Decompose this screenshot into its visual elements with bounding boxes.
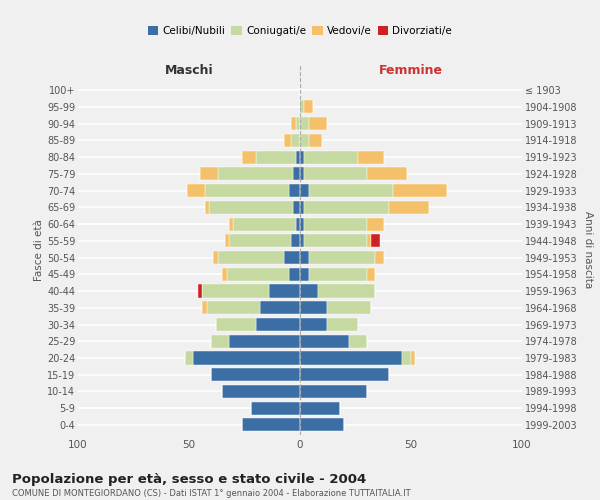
Bar: [300, 318, 326, 331]
Bar: [211, 368, 300, 382]
Bar: [300, 418, 344, 432]
Bar: [200, 168, 218, 180]
Bar: [202, 301, 207, 314]
Bar: [229, 334, 300, 348]
Bar: [224, 234, 229, 248]
Bar: [207, 301, 260, 314]
Bar: [309, 268, 367, 281]
Bar: [223, 385, 300, 398]
Bar: [284, 134, 291, 147]
Bar: [300, 168, 304, 180]
Bar: [233, 218, 296, 230]
Bar: [300, 234, 304, 248]
Bar: [300, 218, 304, 230]
Bar: [402, 352, 411, 364]
Bar: [269, 284, 300, 298]
Bar: [296, 150, 300, 164]
Bar: [242, 418, 300, 432]
Text: Femmine: Femmine: [379, 64, 443, 76]
Legend: Celibi/Nubili, Coniugati/e, Vedovi/e, Divorziati/e: Celibi/Nubili, Coniugati/e, Vedovi/e, Di…: [143, 22, 457, 40]
Bar: [309, 134, 322, 147]
Bar: [289, 268, 300, 281]
Bar: [296, 117, 300, 130]
Bar: [300, 301, 326, 314]
Bar: [304, 234, 367, 248]
Bar: [300, 334, 349, 348]
Bar: [293, 201, 300, 214]
Bar: [291, 234, 300, 248]
Bar: [304, 168, 367, 180]
Bar: [223, 268, 227, 281]
Bar: [300, 100, 304, 114]
Bar: [367, 234, 371, 248]
Bar: [242, 150, 256, 164]
Bar: [300, 134, 309, 147]
Bar: [291, 134, 300, 147]
Bar: [304, 150, 358, 164]
Bar: [349, 334, 367, 348]
Bar: [229, 234, 291, 248]
Bar: [300, 402, 340, 414]
Bar: [198, 284, 202, 298]
Bar: [256, 150, 296, 164]
Bar: [367, 168, 407, 180]
Bar: [309, 184, 393, 197]
Bar: [393, 184, 446, 197]
Bar: [227, 268, 289, 281]
Bar: [284, 251, 300, 264]
Bar: [376, 251, 385, 264]
Bar: [300, 352, 402, 364]
Bar: [187, 184, 205, 197]
Text: Popolazione per età, sesso e stato civile - 2004: Popolazione per età, sesso e stato civil…: [12, 472, 366, 486]
Bar: [318, 284, 376, 298]
Text: COMUNE DI MONTEGIORDANO (CS) - Dati ISTAT 1° gennaio 2004 - Elaborazione TUTTAIT: COMUNE DI MONTEGIORDANO (CS) - Dati ISTA…: [12, 489, 410, 498]
Bar: [256, 318, 300, 331]
Bar: [211, 334, 229, 348]
Bar: [202, 284, 269, 298]
Bar: [300, 251, 309, 264]
Bar: [309, 251, 376, 264]
Bar: [260, 301, 300, 314]
Bar: [367, 218, 385, 230]
Text: Maschi: Maschi: [164, 64, 214, 76]
Y-axis label: Anni di nascita: Anni di nascita: [583, 212, 593, 288]
Y-axis label: Fasce di età: Fasce di età: [34, 219, 44, 281]
Bar: [289, 184, 300, 197]
Bar: [300, 385, 367, 398]
Bar: [309, 117, 326, 130]
Bar: [251, 402, 300, 414]
Bar: [371, 234, 380, 248]
Bar: [218, 168, 293, 180]
Bar: [193, 352, 300, 364]
Bar: [300, 117, 309, 130]
Bar: [367, 268, 376, 281]
Bar: [205, 201, 209, 214]
Bar: [215, 318, 256, 331]
Bar: [296, 218, 300, 230]
Bar: [185, 352, 193, 364]
Bar: [304, 218, 367, 230]
Bar: [293, 168, 300, 180]
Bar: [326, 318, 358, 331]
Bar: [304, 201, 389, 214]
Bar: [300, 268, 309, 281]
Bar: [300, 184, 309, 197]
Bar: [300, 284, 318, 298]
Bar: [229, 218, 233, 230]
Bar: [205, 184, 289, 197]
Bar: [411, 352, 415, 364]
Bar: [218, 251, 284, 264]
Bar: [300, 368, 389, 382]
Bar: [304, 100, 313, 114]
Bar: [389, 201, 429, 214]
Bar: [291, 117, 296, 130]
Bar: [300, 201, 304, 214]
Bar: [300, 150, 304, 164]
Bar: [358, 150, 385, 164]
Bar: [326, 301, 371, 314]
Bar: [214, 251, 218, 264]
Bar: [209, 201, 293, 214]
